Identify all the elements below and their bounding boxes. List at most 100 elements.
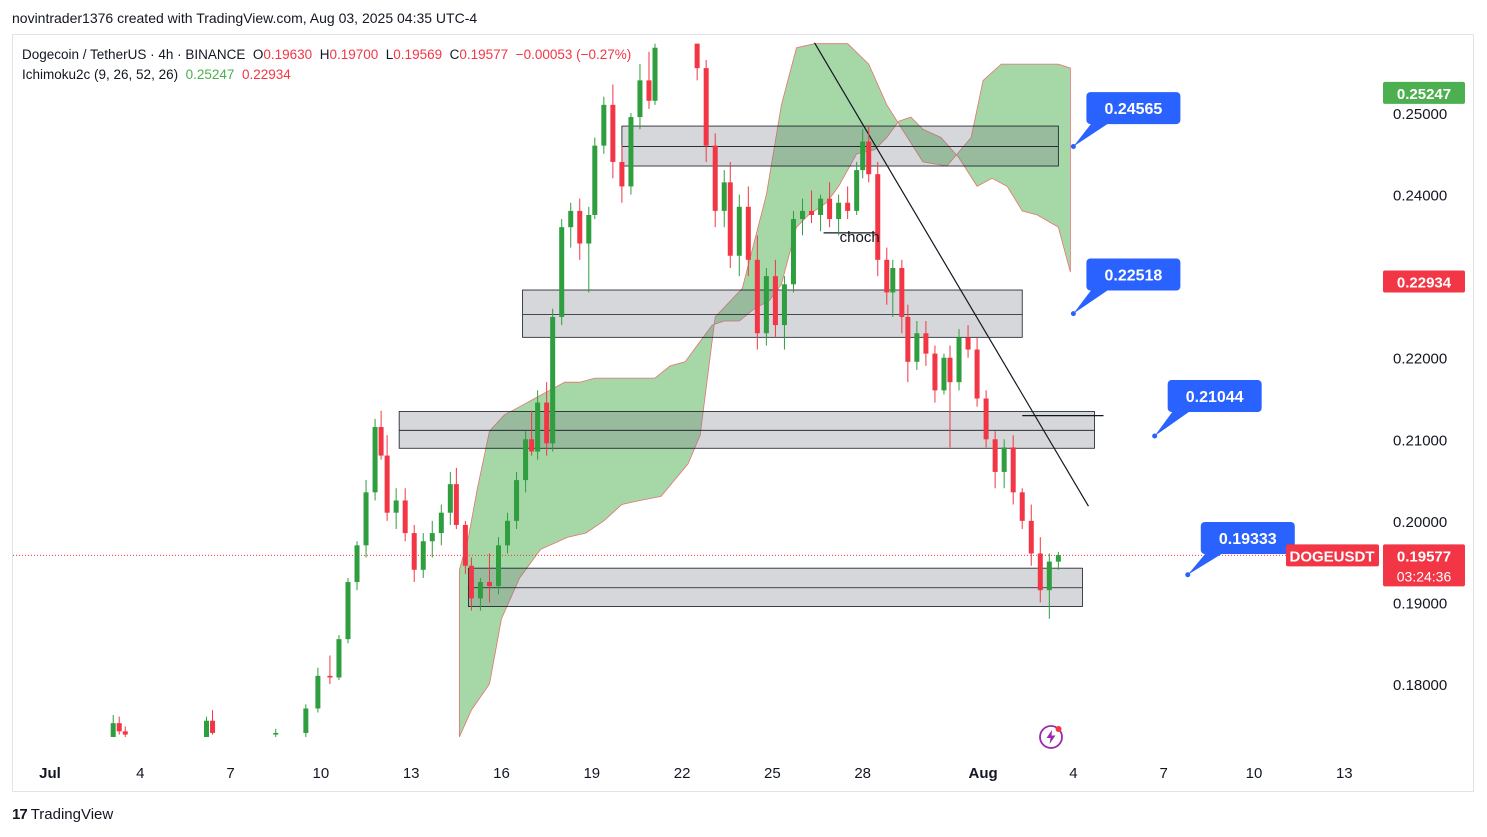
time-tick-label: 10	[1246, 765, 1263, 782]
candle	[836, 194, 842, 236]
symbol-badge-bg	[1286, 544, 1379, 567]
candle-body	[1037, 553, 1043, 591]
candle	[495, 537, 501, 595]
candle	[628, 113, 634, 195]
candle	[586, 206, 592, 293]
candle	[514, 471, 520, 530]
indicator-value-span-a: 0.25247	[185, 67, 235, 82]
price-tick-label: 0.24000	[1393, 188, 1447, 205]
candle-body	[568, 210, 574, 228]
candle-body	[363, 492, 369, 546]
time-tick-label: 4	[136, 765, 144, 782]
candle	[453, 467, 459, 530]
candle-body	[514, 480, 520, 521]
candle-body	[429, 533, 435, 542]
indicator-legend-row: Ichimoku2c (9, 26, 52, 26) 0.25247 0.229…	[22, 65, 631, 85]
candle-body	[736, 206, 742, 256]
candle-body	[763, 276, 769, 334]
candle-body	[721, 182, 727, 211]
ichimoku-cloud	[458, 43, 1071, 738]
candle-body	[354, 545, 360, 583]
badge-value: 0.25247	[1397, 86, 1451, 103]
candle	[1010, 435, 1016, 505]
price-tick-label: 0.20000	[1393, 514, 1447, 531]
zone-layer	[398, 125, 1095, 607]
candle-body	[315, 675, 321, 709]
callout-pointer	[1073, 288, 1111, 314]
candle-body	[110, 723, 116, 738]
low-value: 0.19569	[393, 47, 443, 62]
candle	[577, 198, 583, 260]
close-value: 0.19577	[459, 47, 509, 62]
candle	[637, 64, 643, 130]
candle	[116, 716, 122, 735]
badge-bg	[1383, 270, 1465, 293]
candle-body	[523, 439, 529, 481]
time-axis: Jul 4 7 10 13 16 19 22 25 28 Aug 4 7 10 13	[39, 765, 1352, 782]
candle	[1037, 537, 1043, 603]
candle-body	[974, 349, 980, 399]
open-label: O	[252, 47, 264, 62]
time-tick-label: 7	[1160, 765, 1168, 782]
candle	[384, 435, 390, 521]
candle-body	[637, 80, 643, 118]
candle-body	[610, 104, 616, 162]
candle-body	[273, 732, 279, 735]
indicator-value-span-b: 0.22934	[241, 67, 291, 82]
candle-body	[204, 720, 210, 738]
candle	[890, 259, 896, 317]
candle-body	[447, 484, 453, 513]
high-label: H	[319, 47, 330, 62]
candle-body	[1055, 555, 1061, 562]
flash-icon[interactable]	[1038, 724, 1064, 750]
candle-body	[628, 117, 634, 187]
candle	[273, 728, 279, 738]
candle-body	[1046, 561, 1052, 591]
candle	[745, 186, 751, 277]
chart-legend: Dogecoin / TetherUS · 4h · BINANCE O 0.19…	[22, 45, 631, 85]
candle	[854, 161, 860, 215]
candle-body	[505, 520, 511, 546]
tradingview-logo[interactable]: 17 TradingView	[12, 806, 113, 823]
candle	[505, 512, 511, 554]
candle-body	[983, 398, 989, 440]
candle	[402, 488, 408, 542]
candle-body	[860, 141, 866, 171]
candle-body	[122, 731, 128, 735]
candle-body	[836, 202, 842, 220]
candle-body	[116, 723, 122, 732]
author-line: novintrader1376 created with TradingView…	[12, 10, 478, 26]
candle-body	[550, 316, 556, 444]
candle	[535, 390, 541, 460]
drawing-lines-layer	[13, 42, 1380, 556]
last-price-badge-bg	[1383, 544, 1465, 587]
candle	[866, 125, 872, 183]
candle-body	[694, 43, 700, 69]
candle	[420, 533, 426, 578]
candle-body	[1010, 447, 1016, 493]
candle-body	[905, 316, 911, 362]
time-tick-label: 22	[674, 765, 691, 782]
callout-pointer	[1073, 122, 1111, 147]
candle	[204, 716, 210, 738]
price-tick-label: 0.21000	[1393, 432, 1447, 449]
symbol-name[interactable]: Dogecoin / TetherUS · 4h · BINANCE	[22, 47, 246, 62]
callout-pointer	[1154, 410, 1192, 437]
zone-box-3	[398, 411, 1095, 449]
candle-body	[336, 639, 342, 678]
candle	[884, 247, 890, 305]
candle	[827, 182, 833, 228]
candle-body	[818, 198, 824, 215]
candle	[110, 714, 116, 738]
candle	[703, 59, 709, 162]
indicator-name[interactable]: Ichimoku2c (9, 26, 52, 26)	[22, 67, 179, 82]
candle-body	[411, 533, 417, 570]
callout-anchor-dot	[1070, 311, 1076, 317]
candle-body	[486, 582, 492, 587]
zone-box-1	[621, 125, 1059, 167]
candle-body	[453, 484, 459, 525]
candle	[914, 321, 920, 370]
candle	[899, 259, 905, 334]
badge-value: 0.22934	[1397, 275, 1452, 292]
